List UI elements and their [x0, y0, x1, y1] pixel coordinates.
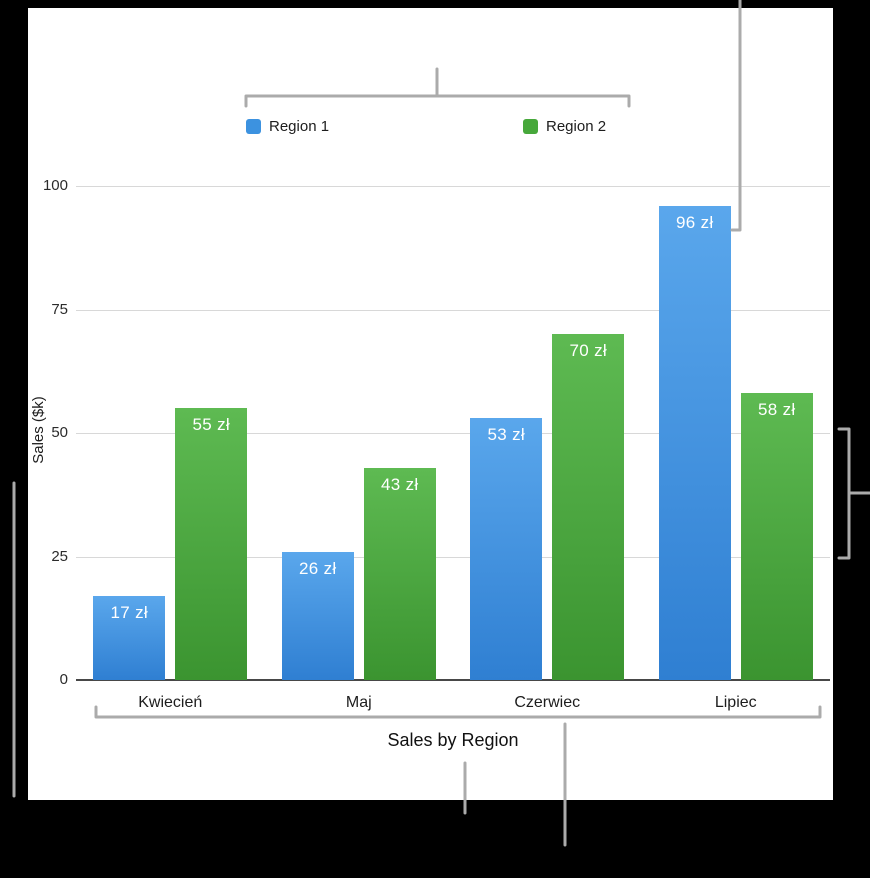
legend-label: Region 1	[269, 117, 330, 135]
bar-region-2-czerwiec: 70 zł	[552, 334, 625, 680]
ytick-label-100: 100	[42, 177, 68, 194]
ytick-label-25: 25	[51, 547, 68, 565]
bar-region-1-kwiecień: 17 zł	[93, 596, 166, 680]
gridline-25	[76, 556, 830, 558]
bar-region-2-lipiec: 58 zł	[740, 393, 813, 680]
bar-value-label: 58 zł	[758, 400, 796, 420]
chart-screenshot: Region 1 Region 2 Sales ($k) 0 25 50 75 100 1…	[28, 8, 833, 800]
bar-region-2-maj: 43 zł	[363, 467, 436, 680]
ytick-label-0: 0	[59, 671, 68, 688]
legend-item-region-2: Region 2	[523, 117, 607, 135]
ytick-label-50: 50	[51, 424, 68, 441]
bar-region-1-lipiec: 96 zł	[658, 205, 731, 680]
plot-area: 17 zł 55 zł 26 zł 43 zł 53 zł 70 zł 96 zł 58 zł	[76, 186, 830, 681]
ytick-label-75: 75	[51, 300, 68, 318]
legend-swatch-region-1	[246, 118, 261, 134]
bar-value-label: 43 zł	[381, 474, 419, 494]
bar-region-1-czerwiec: 53 zł	[470, 418, 543, 680]
x-axis-line	[76, 679, 830, 681]
bar-value-label: 26 zł	[299, 558, 337, 578]
bar-region-2-kwiecień: 55 zł	[175, 408, 248, 680]
bar-value-label: 70 zł	[569, 341, 607, 361]
callout-right-bracket	[837, 427, 870, 560]
bar-value-label: 55 zł	[192, 415, 230, 435]
legend-label: Region 2	[546, 117, 607, 135]
bar-value-label: 96 zł	[676, 212, 714, 232]
bar-region-1-maj: 26 zł	[281, 551, 354, 680]
legend-item-region-1: Region 1	[246, 117, 330, 135]
gridline-75	[76, 309, 830, 311]
category-label-czerwiec: Czerwiec	[514, 694, 581, 711]
gridline-100	[76, 186, 830, 187]
bar-value-label: 17 zł	[110, 603, 148, 623]
category-label-maj: Maj	[345, 694, 372, 711]
chart-title: Sales by Region	[387, 730, 519, 750]
legend-swatch-region-2	[523, 118, 538, 134]
category-label-lipiec: Lipiec	[714, 694, 757, 711]
category-label-kwiecień: Kwiecień	[138, 694, 203, 711]
gridline-50	[76, 433, 830, 434]
bar-value-label: 53 zł	[487, 425, 525, 445]
